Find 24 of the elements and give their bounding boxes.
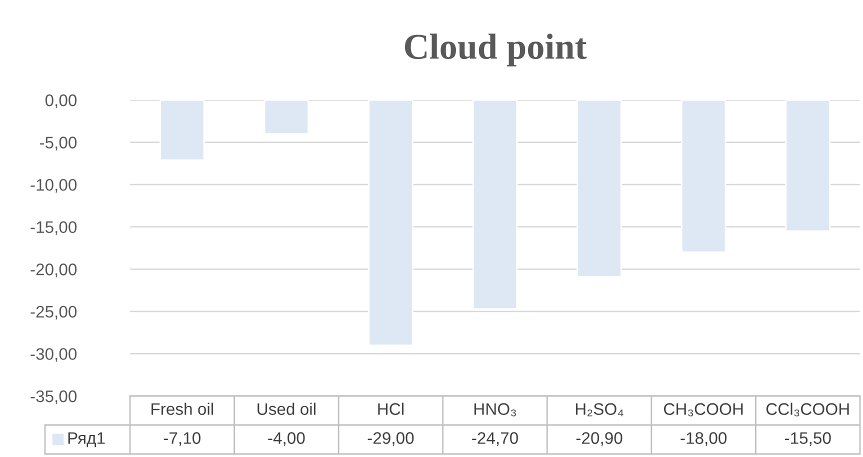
data-label: -29,00 [368,432,414,446]
x-tick-label: Used oil [258,402,316,415]
x-tick-label: H₂SO₄ [576,403,624,416]
y-tick-label: -5,00 [40,136,77,150]
data-label: -15,50 [784,432,831,446]
legend-label: Ряд1 [68,432,105,448]
y-tick-label: -35,00 [30,390,77,404]
x-tick-label: Fresh oil [152,402,213,415]
data-label: -7,10 [164,432,200,446]
y-tick-label: -25,00 [30,306,77,320]
x-tick-label: CCl₃COOH [766,402,849,416]
data-label: -20,90 [576,432,622,446]
y-tick-label: -15,00 [30,221,77,236]
y-tick-label: -20,00 [30,264,77,278]
data-label: -24,70 [472,432,518,446]
x-tick-label: HCl [378,402,404,415]
y-tick-label: -30,00 [30,348,77,362]
x-tick-label: HNO₃ [474,403,516,416]
y-tick-label: -10,00 [30,178,77,193]
data-label: -4,00 [268,432,305,446]
chart-title: Cloud point [404,34,587,66]
x-tick-label: CH₃COOH [664,403,743,416]
y-tick-label: 0,00 [45,94,77,108]
data-label: -18,00 [680,432,727,446]
